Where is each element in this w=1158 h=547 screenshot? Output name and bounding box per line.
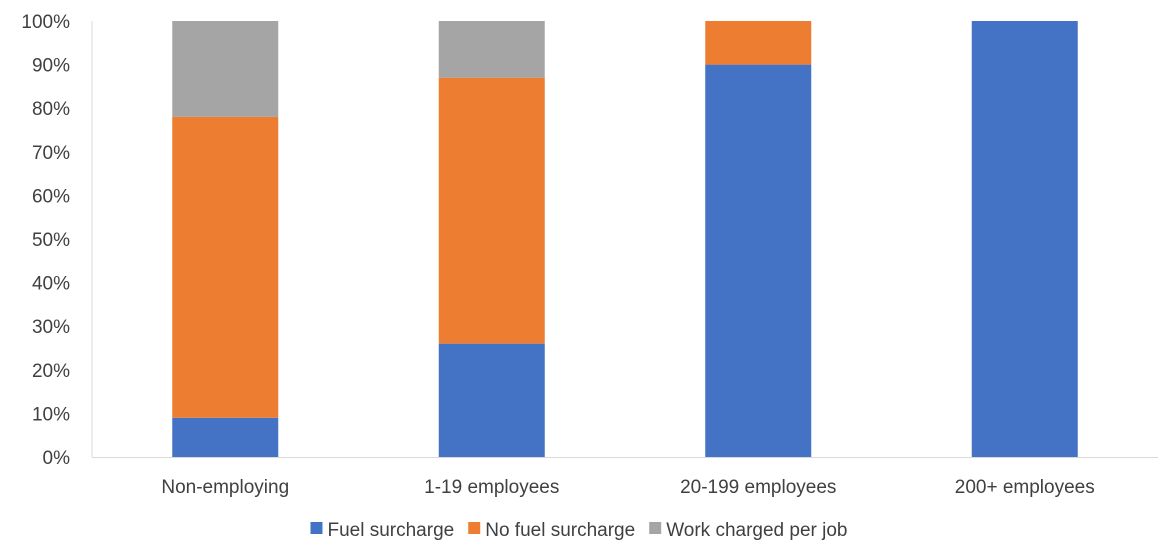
legend-item: Fuel surcharge (310, 520, 454, 541)
legend-item: Work charged per job (649, 520, 848, 541)
y-axis: 0% 10% 20% 30% 40% 50% 60% 70% 80% 90% 100% (21, 12, 93, 469)
bar-segment (438, 77, 545, 344)
legend-label: Fuel surcharge (327, 520, 454, 541)
bar-segment (438, 21, 545, 78)
x-axis: Non-employing 1-19 employees 20-199 employ… (92, 457, 1158, 498)
bar-segment (438, 343, 545, 457)
y-tick-label: 90% (32, 56, 70, 77)
x-tick-label: Non-employing (161, 477, 289, 498)
y-tick-label: 70% (32, 143, 70, 164)
x-tick-label: 20-199 employees (680, 477, 836, 498)
bar-segment (971, 21, 1078, 457)
y-tick-label: 30% (32, 317, 70, 338)
bar-segment (705, 21, 812, 65)
legend-item: No fuel surcharge (468, 520, 635, 541)
legend-label: No fuel surcharge (485, 520, 635, 541)
legend-swatch (468, 522, 481, 534)
x-tick-label: 1-19 employees (424, 477, 559, 498)
bar-segment (705, 64, 812, 457)
y-tick-label: 10% (32, 404, 70, 425)
y-tick-label: 20% (32, 361, 70, 382)
bar-segment (172, 21, 279, 117)
y-tick-label: 80% (32, 99, 70, 120)
y-tick-label: 40% (32, 274, 70, 295)
bar-segment (172, 116, 279, 418)
bar-segment (172, 417, 279, 457)
legend-swatch (649, 522, 662, 534)
y-tick-label: 0% (43, 448, 71, 469)
legend-label: Work charged per job (666, 520, 847, 541)
y-tick-label: 100% (21, 12, 70, 33)
bars (172, 21, 1078, 457)
legend: Fuel surcharge No fuel surcharge Work char… (310, 520, 848, 541)
x-tick-label: 200+ employees (955, 477, 1095, 498)
y-tick-label: 50% (32, 230, 70, 251)
y-tick-label: 60% (32, 186, 70, 207)
legend-swatch (310, 522, 323, 534)
